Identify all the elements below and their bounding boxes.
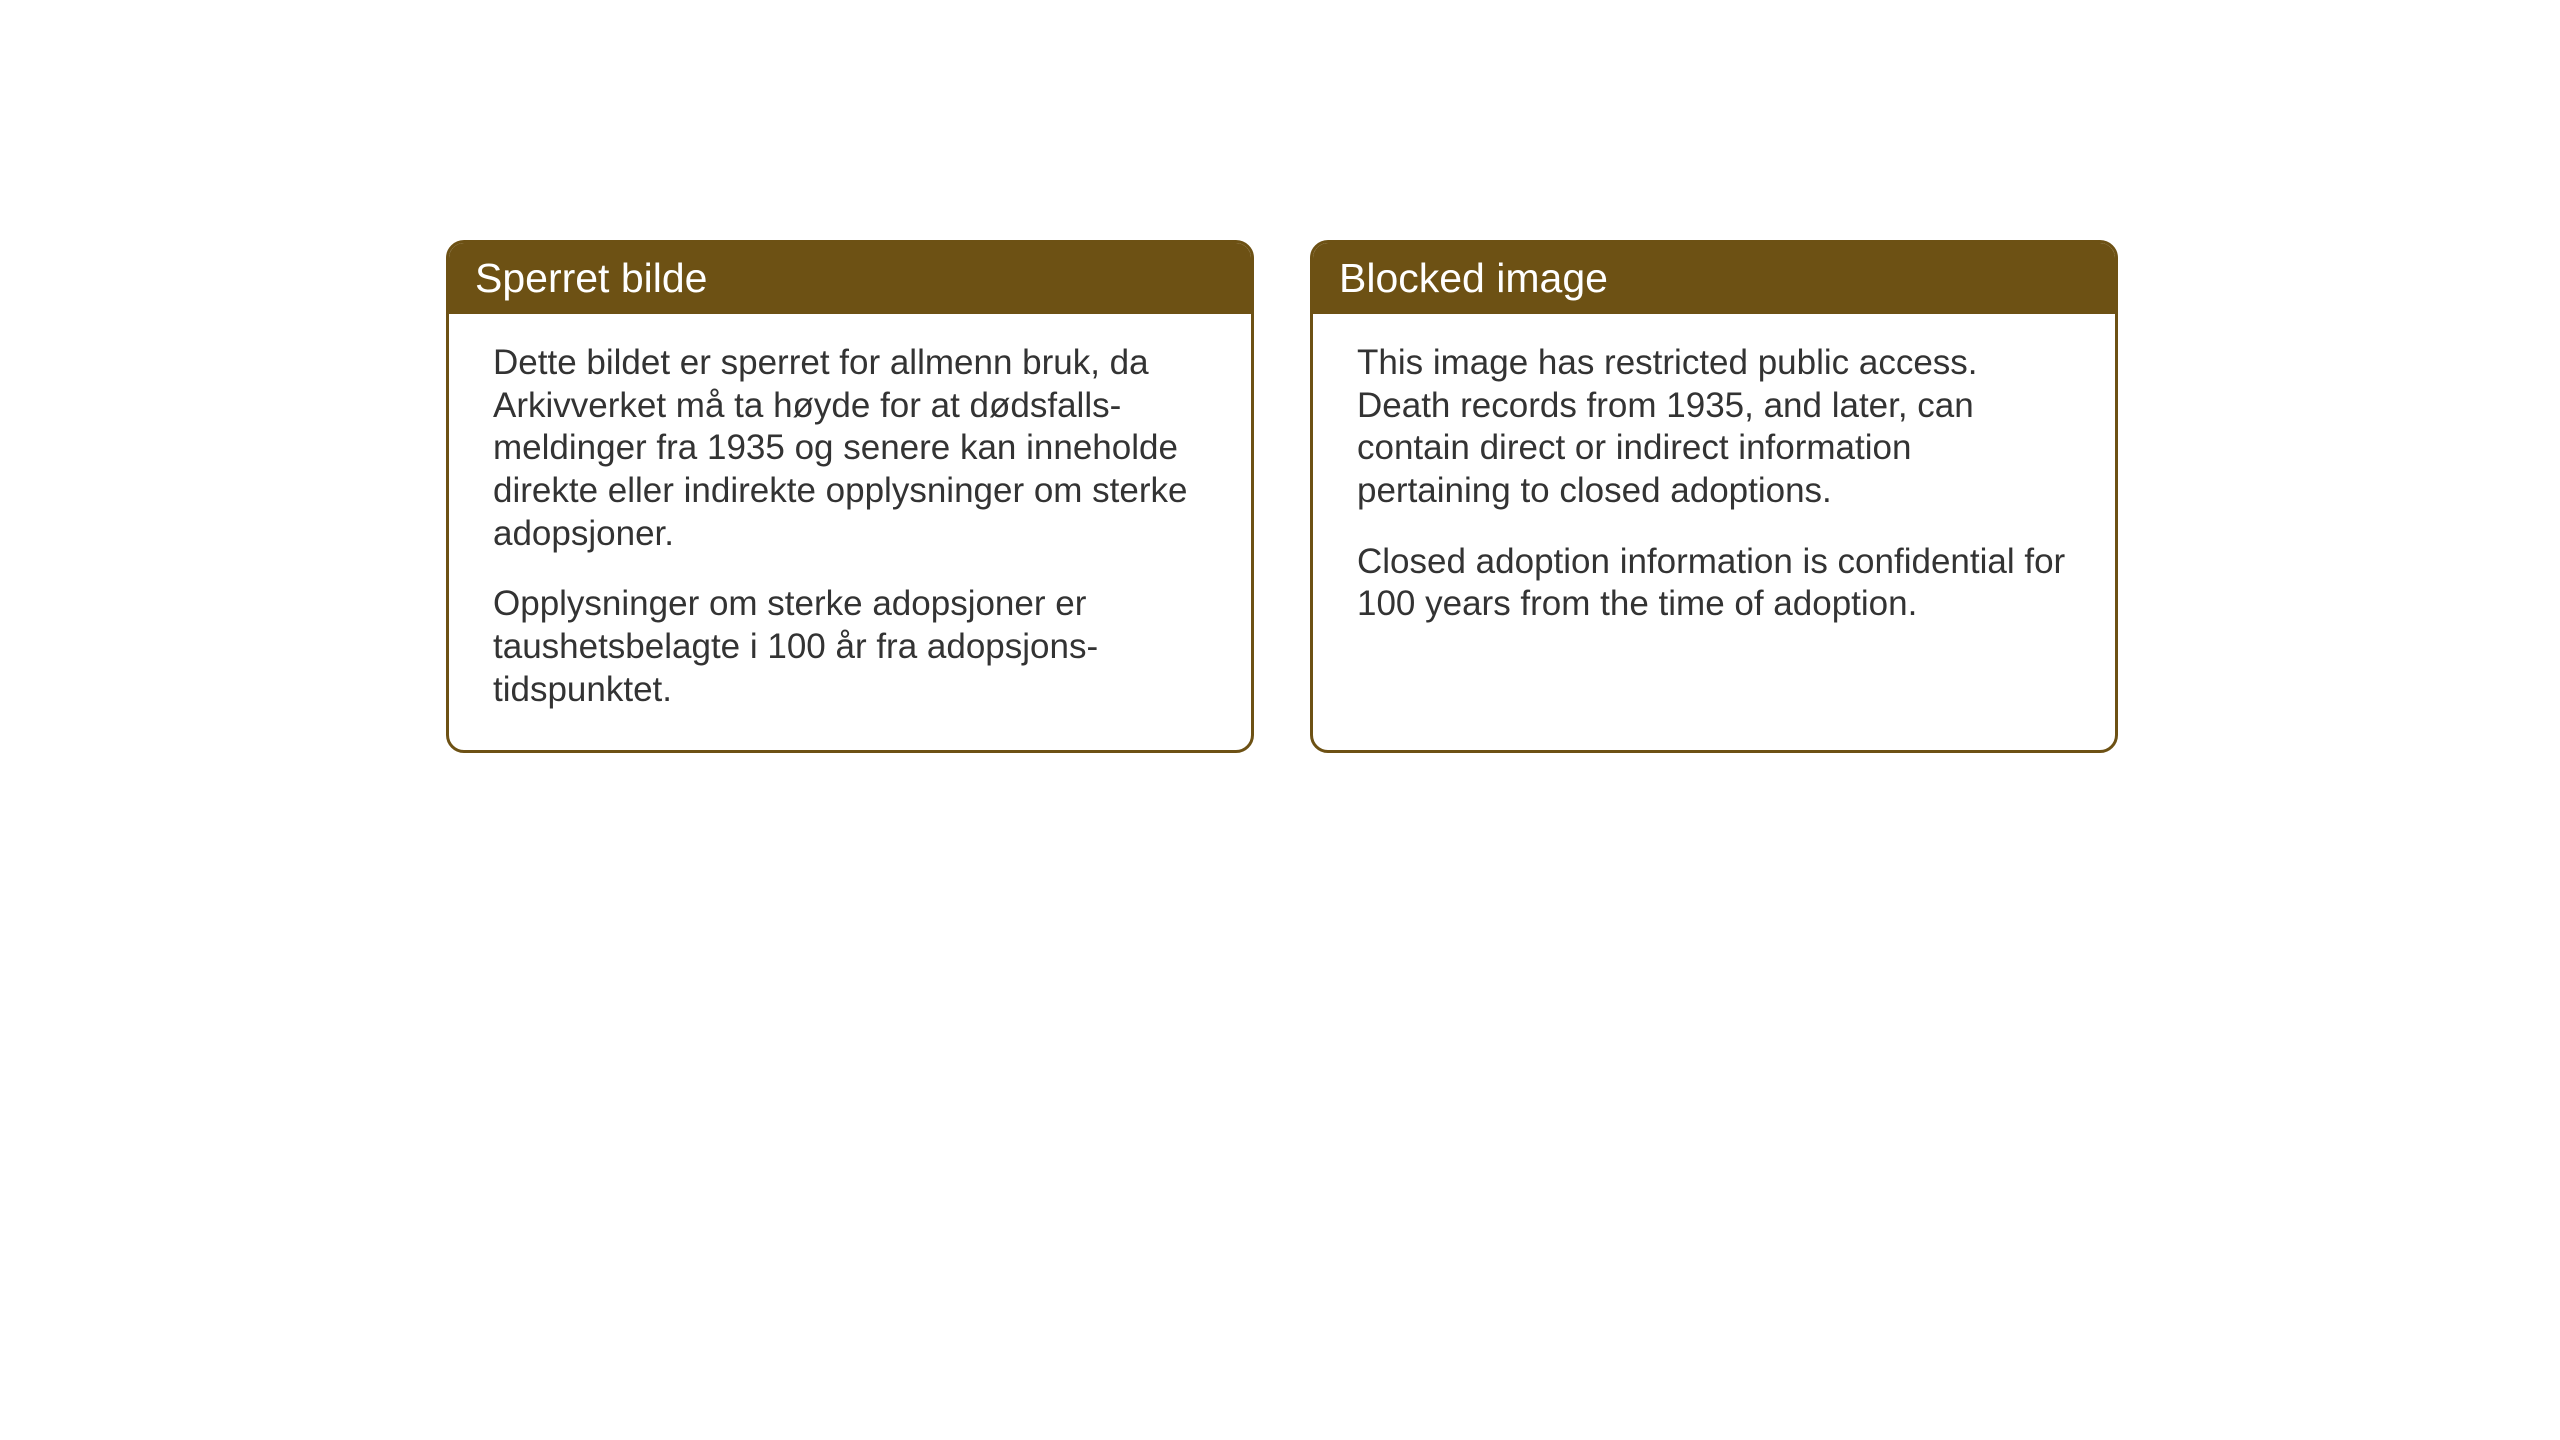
card-header-norwegian: Sperret bilde xyxy=(449,243,1251,314)
card-title-english: Blocked image xyxy=(1339,255,1608,301)
card-header-english: Blocked image xyxy=(1313,243,2115,314)
card-paragraph-2-english: Closed adoption information is confident… xyxy=(1357,541,2071,626)
notice-container: Sperret bilde Dette bildet er sperret fo… xyxy=(446,240,2118,753)
notice-card-english: Blocked image This image has restricted … xyxy=(1310,240,2118,753)
card-paragraph-1-english: This image has restricted public access.… xyxy=(1357,342,2071,513)
card-paragraph-2-norwegian: Opplysninger om sterke adopsjoner er tau… xyxy=(493,583,1207,711)
card-body-english: This image has restricted public access.… xyxy=(1313,314,2115,726)
notice-card-norwegian: Sperret bilde Dette bildet er sperret fo… xyxy=(446,240,1254,753)
card-paragraph-1-norwegian: Dette bildet er sperret for allmenn bruk… xyxy=(493,342,1207,555)
card-title-norwegian: Sperret bilde xyxy=(475,255,707,301)
card-body-norwegian: Dette bildet er sperret for allmenn bruk… xyxy=(449,314,1251,750)
